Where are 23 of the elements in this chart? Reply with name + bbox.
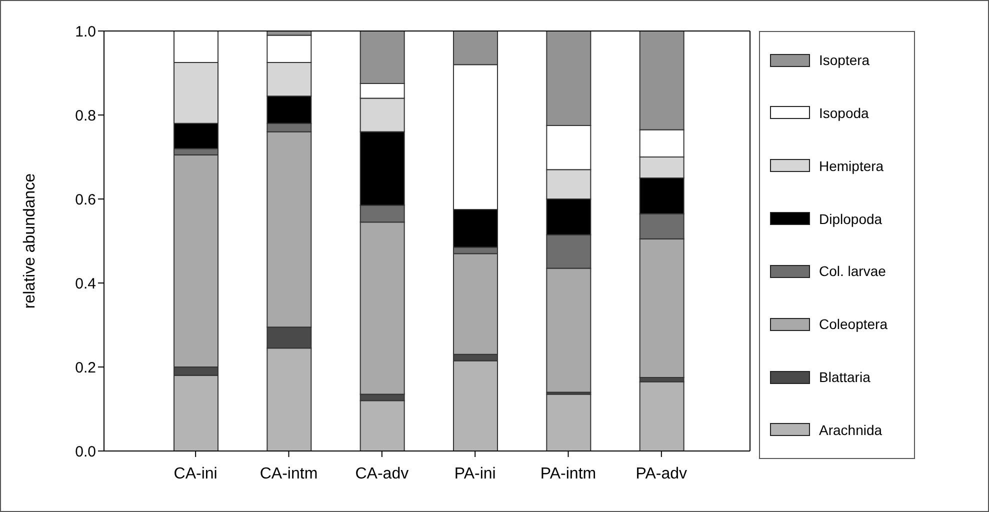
bar: [546, 394, 592, 451]
x-tick-label: PA-intm: [540, 465, 596, 482]
legend-label: Col. larvae: [819, 263, 886, 280]
y-tick-label: 0.0: [75, 443, 96, 460]
y-tick-label: 0.4: [75, 275, 96, 292]
legend-label: Coleoptera: [819, 316, 888, 332]
x-tick-label: CA-intm: [260, 465, 318, 482]
bar: [639, 381, 684, 451]
y-tick-label: 0.6: [75, 191, 96, 208]
legend-label: Isoptera: [819, 52, 870, 68]
text: Isopoda: [819, 104, 869, 121]
x-tick-label: PA-ini: [454, 465, 496, 482]
legend-label: Arachnida: [819, 422, 882, 438]
y-axis-title: relative abundance: [22, 173, 39, 309]
y-tick-label: 0.2: [75, 359, 96, 376]
x-tick-label: CA-adv: [355, 465, 409, 482]
x-tick-label: PA-adv: [636, 465, 688, 482]
y-tick-label: 1.0: [75, 23, 96, 40]
legend-label: Hemiptera: [819, 158, 884, 174]
x-tick-label: CA-ini: [174, 465, 218, 482]
legend-label: Diplopoda: [819, 210, 882, 227]
legend-label: Blattaria: [819, 369, 870, 386]
y-tick-label: 0.8: [75, 107, 96, 124]
